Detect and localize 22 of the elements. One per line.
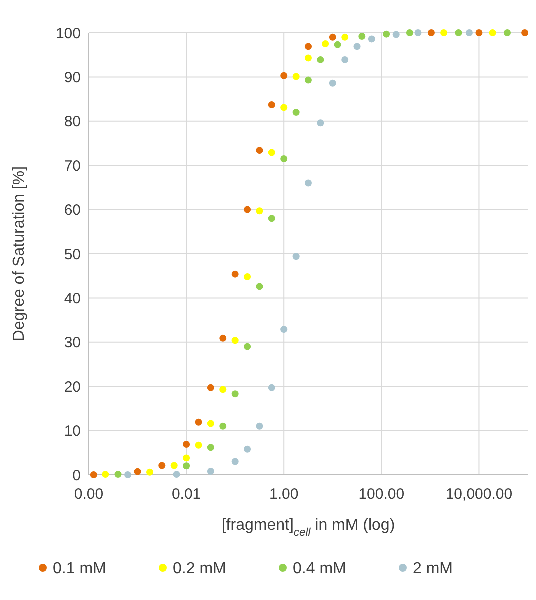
y-tick-label: 60	[64, 202, 81, 220]
legend-label: 0.2 mM	[173, 560, 226, 578]
legend-label: 0.1 mM	[53, 560, 106, 578]
legend-label: 2 mM	[413, 560, 453, 578]
y-tick-label: 10	[64, 423, 81, 440]
x-axis-title: [fragment]$_{cell}$ in mM (log)	[222, 517, 396, 539]
y-tick-label: 30	[64, 334, 81, 352]
y-tick-label: 50	[64, 246, 81, 264]
x-tick-label: 1.00	[270, 486, 299, 503]
x-tick-label: 100.00	[358, 486, 405, 503]
x-tick-label: 10,000.00	[446, 486, 513, 503]
x-tick-label: 0.01	[172, 486, 202, 503]
y-tick-label: 80	[64, 114, 81, 131]
legend-label: 0.4 mM	[293, 560, 346, 578]
y-tick-label: 70	[64, 158, 81, 175]
y-tick-label: 90	[64, 69, 81, 86]
x-tick-label: 0.00	[74, 486, 104, 503]
y-tick-label: 20	[64, 378, 81, 396]
y-axis-title: Degree of Saturation [%]	[11, 166, 28, 342]
y-tick-label: 40	[64, 290, 81, 308]
y-tick-label: 100	[56, 25, 81, 42]
y-tick-label: 0	[72, 467, 81, 484]
